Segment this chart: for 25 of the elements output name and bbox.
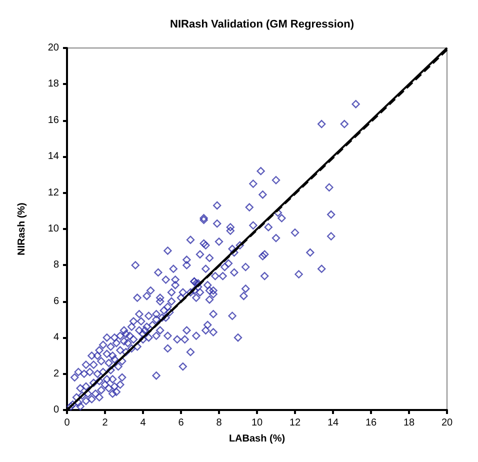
x-tick-label: 20 (441, 418, 453, 428)
y-tick-label: 4 (53, 332, 60, 344)
y-tick-label: 16 (48, 114, 60, 126)
y-tick-label: 6 (53, 296, 60, 307)
x-tick-label: 6 (178, 418, 184, 428)
x-tick-label: 14 (327, 418, 339, 428)
x-tick-label: 4 (140, 418, 146, 428)
x-tick-label: 0 (64, 418, 70, 428)
x-tick-label: 16 (365, 418, 377, 428)
x-tick-label: 2 (102, 418, 108, 428)
y-axis-title: NIRash (%) (16, 202, 28, 256)
x-tick-label: 8 (216, 418, 222, 428)
y-tick-label: 8 (53, 260, 60, 271)
x-tick-label: 12 (289, 418, 301, 428)
y-tick-label: 10 (48, 224, 60, 234)
y-tick-label: 2 (53, 368, 60, 380)
x-tick-label: 18 (403, 418, 415, 428)
x-tick-label: 10 (251, 418, 263, 428)
y-tick-label: 12 (48, 187, 60, 198)
chart-title: NIRash Validation (GM Regression) (170, 18, 354, 30)
y-tick-label: 18 (48, 78, 60, 90)
y-tick-label: 14 (48, 151, 60, 162)
y-tick-label: 0 (53, 404, 60, 416)
y-tick-label: 20 (48, 42, 60, 54)
x-axis-title: LABash (%) (228, 434, 286, 444)
